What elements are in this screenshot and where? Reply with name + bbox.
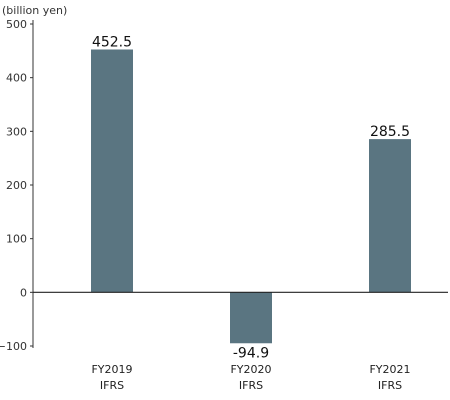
bar-fy2021 <box>369 139 411 293</box>
category-label: FY2020 <box>230 363 271 376</box>
data-label: 452.5 <box>92 34 132 50</box>
y-tick-label: 500 <box>6 18 27 31</box>
y-tick-label: 300 <box>6 125 27 138</box>
category-label: FY2021 <box>369 363 410 376</box>
bars: 452.5 -94.9 285.5 <box>91 34 411 361</box>
category-sublabel: IFRS <box>378 379 402 392</box>
category-sublabel: IFRS <box>100 379 124 392</box>
category-label: FY2019 <box>91 363 132 376</box>
bar-fy2019 <box>91 49 133 293</box>
y-tick-label: 400 <box>6 72 27 85</box>
unit-label: (billion yen) <box>2 4 67 17</box>
y-tick-label: 0 <box>20 286 27 299</box>
y-tick-label: 100 <box>6 233 27 246</box>
y-tick-label: −100 <box>0 340 27 353</box>
y-axis: −100 0 100 200 300 400 500 <box>0 18 33 353</box>
bar-fy2020 <box>230 292 272 344</box>
x-axis: FY2019 IFRS FY2020 IFRS FY2021 IFRS <box>91 363 410 392</box>
y-tick-label: 200 <box>6 179 27 192</box>
category-sublabel: IFRS <box>239 379 263 392</box>
data-label: -94.9 <box>233 345 269 361</box>
data-label: 285.5 <box>370 124 410 140</box>
